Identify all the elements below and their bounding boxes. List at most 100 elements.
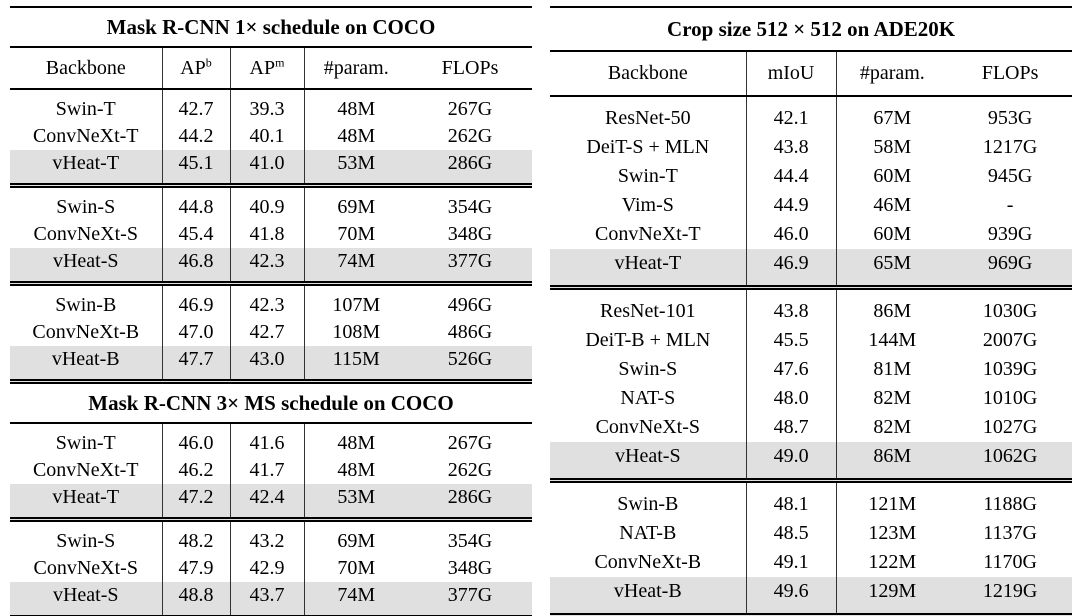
ade20k-segmentation-results: Crop size 512 × 512 on ADE20K Backbone mIo… [550,6,1073,616]
cell-value: 44.2 [161,123,230,150]
cell-value: 46.0 [745,220,837,249]
cell-value: 1217G [982,136,1038,158]
cell-value: 48.5 [745,519,837,548]
result-row: DeiT-B + MLN 45.5 144M 2007G [550,326,1072,355]
cell-backbone: DeiT-S + MLN [586,136,710,158]
cell-backbone: ConvNeXt-S [33,223,138,245]
cell-value: 46.8 [161,248,230,284]
cell-backbone: Swin-T [55,432,116,454]
cell-value: 48M [303,89,408,123]
cell-value: - [1006,194,1014,216]
cell-value: 939G [987,223,1033,245]
cell-value: 286G [408,484,533,520]
cell-value: 43.2 [229,519,304,555]
cell-value: 53M [303,484,408,520]
cell-backbone: vHeat-B [550,577,747,616]
cell-value: 41.6 [229,423,304,457]
result-row: Swin-B 46.9 42.3 107M 496G [10,283,532,319]
result-row: Swin-S 48.2 43.2 69M 354G [10,519,532,555]
cell-value: 42.1 [745,96,837,133]
result-row: ConvNeXt-T 46.2 41.7 48M 262G [10,457,532,484]
section-title-row: Crop size 512 × 512 on ADE20K [550,7,1072,51]
cell-value: 348G [447,557,493,579]
cell-value: 123M [835,519,949,548]
cell-value: 40.9 [229,185,304,221]
column-header: mIoU [745,51,837,96]
cell-backbone: ConvNeXt-S [33,557,138,579]
cell-value: 86M [835,287,949,326]
cell-value: 42.9 [229,555,304,582]
cell-value: 45.4 [161,221,230,248]
cell-value: 48.8 [161,582,230,616]
ade20k-results-table-container: Crop size 512 × 512 on ADE20K Backbone mIo… [550,6,1073,616]
result-row: Vim-S 44.9 46M - [550,191,1072,220]
section-title: Mask R-CNN 1× schedule on COCO [106,14,436,39]
highlighted-result-row: vHeat-S 48.8 43.7 74M 377G [10,582,533,616]
header-superscript: b [205,54,212,69]
cell-value: 1062G [948,442,1073,481]
cell-value: 46.0 [161,423,230,457]
cell-value: 46.9 [161,283,230,319]
cell-value: 43.0 [229,346,304,382]
cell-value: 129M [835,577,949,616]
result-row: ConvNeXt-T 44.2 40.1 48M 262G [10,123,532,150]
cell-backbone: ResNet-50 [605,107,691,129]
cell-value: 1219G [948,577,1073,616]
result-row: ResNet-50 42.1 67M 953G [550,96,1072,133]
header-superscript: m [275,54,285,69]
cell-value: 377G [408,248,533,284]
model-size-group: Swin-T 42.7 39.3 48M 267G ConvNeXt-T 44.2 40.1 4… [10,89,533,186]
result-row: Swin-S 47.6 81M 1039G [550,355,1072,384]
highlighted-result-row: vHeat-T 46.9 65M 969G [550,249,1073,288]
coco-results-table-container: Mask R-CNN 1× schedule on COCO Backbone AP… [10,6,533,616]
cell-value: 945G [987,165,1033,187]
cell-backbone: Swin-S [618,358,678,380]
cell-value: 262G [447,459,493,481]
column-header: APb [161,47,230,89]
cell-value: 107M [303,283,408,319]
cell-value: 74M [303,582,408,616]
cell-value: 42.7 [161,89,230,123]
cell-value: 82M [835,413,949,442]
cell-value: 60M [835,220,949,249]
cell-value: 48.7 [745,413,837,442]
cell-value: 45.5 [745,326,837,355]
model-size-group: Swin-B 46.9 42.3 107M 496G ConvNeXt-B 47.0 42.7… [10,283,533,382]
cell-value: 286G [408,150,533,186]
highlighted-result-row: vHeat-T 47.2 42.4 53M 286G [10,484,533,520]
cell-value: 39.3 [229,89,304,123]
cell-backbone: ConvNeXt-S [595,416,701,438]
highlighted-result-row: vHeat-T 45.1 41.0 53M 286G [10,150,533,186]
cell-value: 45.1 [161,150,230,186]
result-row: ConvNeXt-B 49.1 122M 1170G [550,548,1072,577]
section-title: Mask R-CNN 3× MS schedule on COCO [88,390,454,415]
cell-value: 41.0 [229,150,304,186]
cell-value: 47.0 [161,319,230,346]
cell-value: 486G [447,321,493,343]
cell-value: 42.3 [229,283,304,319]
cell-value: 40.1 [229,123,304,150]
cell-value: 115M [303,346,408,382]
cell-value: 48M [303,457,408,484]
cell-backbone: vHeat-T [10,150,162,186]
cell-value: 122M [835,548,949,577]
highlighted-result-row: vHeat-B 49.6 129M 1219G [550,577,1073,616]
cell-value: 70M [303,555,408,582]
cell-backbone: Swin-B [617,493,679,515]
cell-value: 46M [835,191,949,220]
cell-backbone: ConvNeXt-B [594,551,702,573]
cell-value: 69M [303,519,408,555]
cell-backbone: ConvNeXt-T [32,125,139,147]
cell-value: 1188G [983,493,1037,515]
cell-value: 267G [447,432,493,454]
cell-value: 42.4 [229,484,304,520]
cell-backbone: vHeat-S [10,582,162,616]
cell-value: 86M [835,442,949,481]
cell-value: 1170G [983,551,1037,573]
cell-value: 49.0 [745,442,837,481]
cell-value: 43.7 [229,582,304,616]
column-header: #param. [303,47,408,89]
cell-value: 47.7 [161,346,230,382]
cell-value: 69M [303,185,408,221]
